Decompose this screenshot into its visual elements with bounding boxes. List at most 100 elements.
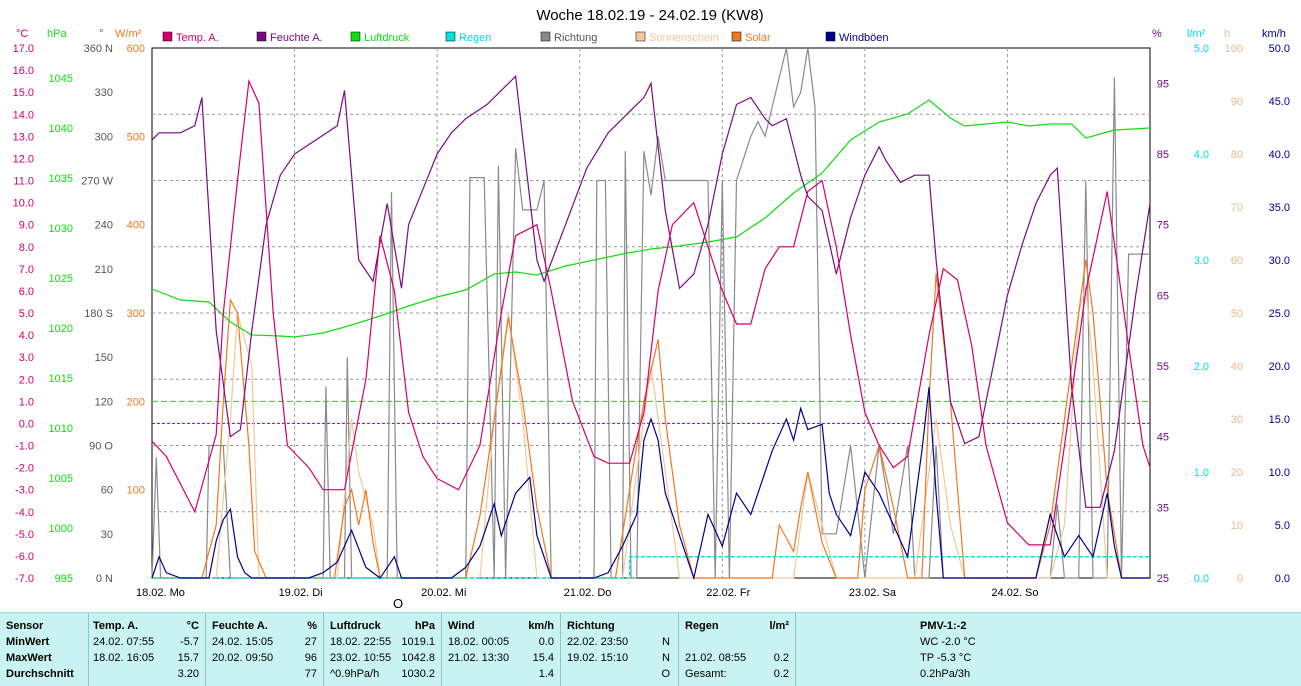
axis-tick-label-sunshine: 80 <box>1231 149 1243 161</box>
axis-unit-humidity: % <box>1152 28 1162 40</box>
axis-tick-label-pressure: 1030 <box>49 223 73 235</box>
axis-tick-label-temp: 10.0 <box>13 198 34 210</box>
axis-tick-label-sunshine: 90 <box>1231 96 1243 108</box>
axis-tick-label-humidity: 25 <box>1157 573 1169 585</box>
axis-tick-label-solar: 400 <box>127 220 145 232</box>
legend-swatch <box>162 31 173 42</box>
temp-avg-value: 3.20 <box>177 668 199 680</box>
axis-tick-label-solar: 500 <box>127 131 145 143</box>
humidity-min-value: 27 <box>304 636 317 648</box>
axis-unit-solar: W/m² <box>115 28 142 40</box>
axis-tick-label-gusts: 45.0 <box>1269 96 1290 108</box>
sensor-header: Sensor <box>6 620 44 632</box>
wind-min-value: 0.0 <box>538 636 554 648</box>
pressure-min-time: 18.02. 22:55 <box>330 636 392 648</box>
x-tick-label: 19.02. Di <box>279 587 323 599</box>
axis-tick-label-humidity: 35 <box>1157 502 1169 514</box>
legend-label: Richtung <box>554 32 597 44</box>
legend-label: Feuchte A. <box>270 32 323 44</box>
axis-tick-label-direction: 90 O <box>89 441 113 453</box>
axis-tick-label-gusts: 10.0 <box>1269 467 1290 479</box>
legend-label: Temp. A. <box>176 32 219 44</box>
rain-total-value: 0.2 <box>773 668 789 680</box>
axis-tick-label-direction: 210 <box>95 264 113 276</box>
axis-tick-label-gusts: 50.0 <box>1269 43 1290 55</box>
direction-avg-value: O <box>661 668 670 680</box>
axis-tick-label-sunshine: 100 <box>1225 43 1243 55</box>
axis-tick-label-temp: -6.0 <box>15 551 34 563</box>
wind-min-time: 18.02. 00:05 <box>448 636 510 648</box>
humidity-column: Feuchte A. % 24.02. 15:05 27 20.02. 09:5… <box>206 613 324 686</box>
axis-tick-label-pressure: 1010 <box>49 423 73 435</box>
axis-tick-label-gusts: 20.0 <box>1269 361 1290 373</box>
axis-tick-label-temp: 1.0 <box>19 396 34 408</box>
row-label-min: MinWert <box>6 636 50 648</box>
axis-tick-label-gusts: 30.0 <box>1269 255 1290 267</box>
axis-tick-label-sunshine: 40 <box>1231 361 1243 373</box>
axis-unit-rain: l/m² <box>1187 28 1206 40</box>
humidity-max-time: 20.02. 09:50 <box>212 652 274 664</box>
axis-tick-label-sunshine: 0 <box>1237 573 1243 585</box>
humidity-max-value: 96 <box>304 652 317 664</box>
humidity-unit: % <box>307 620 317 632</box>
axis-tick-label-temp: 4.0 <box>19 330 34 342</box>
direction-max-time: 19.02. 15:10 <box>567 652 629 664</box>
humidity-header: Feuchte A. <box>212 620 268 632</box>
direction-max-value: N <box>662 652 670 664</box>
axis-tick-label-temp: 0.0 <box>19 418 34 430</box>
axis-tick-label-temp: 12.0 <box>13 153 34 165</box>
axis-tick-label-temp: 15.0 <box>13 87 34 99</box>
rain-column: Regen l/m² 21.02. 08:55 0.2 Gesamt: 0.2 <box>679 613 796 686</box>
axis-tick-label-direction: 300 <box>95 131 113 143</box>
grid-lines <box>152 48 1150 578</box>
pressure-max-value: 1042.8 <box>401 652 435 664</box>
direction-min-time: 22.02. 23:50 <box>567 636 629 648</box>
rain-max-time: 21.02. 08:55 <box>685 652 747 664</box>
axis-tick-label-rain: 4.0 <box>1194 149 1209 161</box>
legend-swatch <box>350 31 361 42</box>
series-line-windb-en <box>151 387 1150 581</box>
series-line-solar <box>152 259 1150 579</box>
legend-swatch <box>635 31 646 42</box>
pressure-max-time: 23.02. 10:55 <box>330 652 392 664</box>
direction-min-value: N <box>662 636 670 648</box>
series-line-feuchte-a- <box>151 75 1151 508</box>
axis-tick-label-pressure: 1005 <box>49 473 73 485</box>
sensor-column: Sensor MinWert MaxWert Durchschnitt <box>0 613 89 686</box>
pressure-unit: hPa <box>414 620 435 632</box>
wind-unit: km/h <box>528 620 554 632</box>
axis-unit-headers: °C hPa ° W/m²% l/m² h km/h <box>16 28 1286 40</box>
row-label-avg: Durchschnitt <box>6 668 74 680</box>
x-tick-label: 18.02. Mo <box>136 587 185 599</box>
axis-tick-label-pressure: 1020 <box>49 323 73 335</box>
wind-avg-value: 1.4 <box>538 668 554 680</box>
pmv-header: PMV-1:-2 <box>920 620 967 632</box>
axis-tick-label-pressure: 1035 <box>49 173 73 185</box>
axis-tick-label-gusts: 0.0 <box>1275 573 1290 585</box>
rain-max-value: 0.2 <box>773 652 789 664</box>
axis-tick-label-direction: 60 <box>101 485 113 497</box>
temp-max-time: 18.02. 16:05 <box>93 652 155 664</box>
axis-unit-direction: ° <box>99 28 103 40</box>
axis-tick-label-gusts: 15.0 <box>1269 414 1290 426</box>
axis-tick-label-humidity: 55 <box>1157 361 1169 373</box>
axis-unit-pressure: hPa <box>47 28 67 40</box>
temp-min-time: 24.02. 07:55 <box>93 636 155 648</box>
axis-tick-label-pressure: 1015 <box>49 373 73 385</box>
axis-tick-label-pressure: 1040 <box>49 123 73 135</box>
axis-tick-label-temp: 14.0 <box>13 109 34 121</box>
axis-tick-label-pressure: 1045 <box>49 73 73 85</box>
axis-tick-label-temp: 16.0 <box>13 65 34 77</box>
axis-tick-label-direction: 120 <box>95 396 113 408</box>
axis-tick-label-temp: 17.0 <box>13 43 34 55</box>
humidity-avg-value: 77 <box>304 668 317 680</box>
legend: Temp. A. Feuchte A. Luftdruck Regen Richtung… <box>162 31 889 44</box>
x-tick-label: 20.02. Mi <box>421 587 466 599</box>
axis-tick-label-direction: 30 <box>101 529 113 541</box>
axis-tick-label-temp: 7.0 <box>19 264 34 276</box>
legend-swatch <box>825 31 836 42</box>
axis-tick-label-sunshine: 60 <box>1231 255 1243 267</box>
axis-tick-label-direction: 270 W <box>81 176 113 188</box>
pmv-windchill: WC -2.0 °C <box>920 636 976 648</box>
summary-table: Sensor MinWert MaxWert Durchschnitt Temp… <box>0 612 1301 686</box>
